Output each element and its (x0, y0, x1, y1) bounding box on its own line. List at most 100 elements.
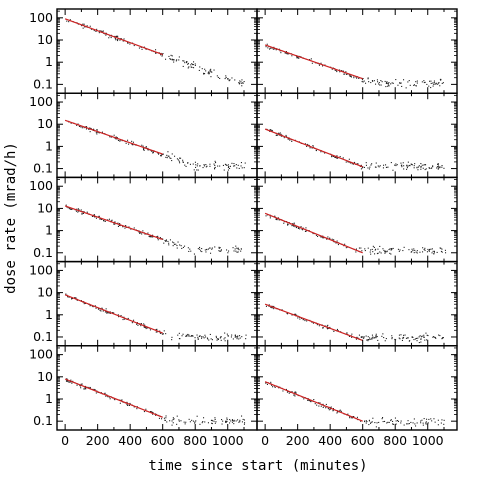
data-point (326, 325, 328, 327)
data-point (291, 225, 293, 227)
data-point (76, 384, 78, 386)
data-point (345, 161, 347, 163)
data-point (361, 81, 363, 83)
data-point (90, 28, 92, 30)
data-point (77, 211, 79, 213)
data-point (280, 133, 282, 135)
data-point (372, 336, 374, 338)
data-point (285, 51, 287, 53)
x-tick-label: 200 (86, 433, 110, 448)
data-point (432, 85, 434, 87)
data-point (377, 252, 379, 254)
data-point (182, 161, 184, 163)
data-point (80, 126, 82, 128)
data-point (79, 385, 81, 387)
data-point (115, 136, 117, 138)
data-point (97, 131, 99, 133)
data-point (145, 328, 147, 330)
data-point (304, 143, 306, 145)
data-point (101, 30, 103, 32)
data-point (119, 140, 121, 142)
data-point (182, 159, 184, 161)
data-point (320, 62, 322, 64)
data-point (232, 338, 234, 340)
x-axis-label: time since start (minutes) (148, 458, 367, 474)
data-point (391, 248, 393, 250)
data-point (388, 249, 390, 251)
data-point (187, 62, 189, 64)
data-point (194, 422, 196, 424)
data-point (243, 423, 245, 425)
data-point (362, 78, 364, 80)
data-point (183, 421, 185, 423)
data-point (336, 155, 338, 157)
data-point (210, 70, 212, 72)
data-point (215, 421, 217, 423)
data-point (226, 333, 228, 335)
data-point (199, 66, 201, 68)
data-point (286, 312, 288, 314)
data-point (428, 167, 430, 169)
x-tick-label: 400 (118, 433, 142, 448)
data-point (435, 82, 437, 84)
data-point (400, 420, 402, 422)
data-point (339, 409, 341, 411)
data-point (382, 421, 384, 423)
data-point (381, 418, 383, 420)
data-point (172, 241, 174, 243)
data-point (374, 337, 376, 339)
data-point (437, 83, 439, 85)
data-point (142, 145, 144, 147)
data-point (236, 251, 238, 253)
data-point (291, 55, 293, 57)
data-point (239, 421, 241, 423)
data-point (225, 420, 227, 422)
data-point (231, 77, 233, 79)
data-point (116, 39, 118, 41)
data-point (113, 223, 115, 225)
data-point (386, 166, 388, 168)
data-point (234, 79, 236, 81)
data-point (350, 75, 352, 77)
data-point (147, 232, 149, 234)
data-point (178, 332, 180, 334)
data-point (201, 336, 203, 338)
data-point (232, 420, 234, 422)
data-point (280, 135, 282, 137)
fit-line (64, 378, 163, 418)
data-point (295, 391, 297, 393)
data-point (197, 163, 199, 165)
data-point (277, 132, 279, 134)
data-point (225, 421, 227, 423)
data-point (439, 85, 441, 87)
data-point (370, 82, 372, 84)
data-point (191, 335, 193, 337)
data-point (171, 153, 173, 155)
data-point (360, 420, 362, 422)
panel-frame (256, 260, 458, 347)
data-point (83, 303, 85, 305)
data-point (111, 219, 113, 221)
data-point (126, 401, 128, 403)
data-point (414, 423, 416, 425)
data-point (366, 339, 368, 341)
data-point (275, 134, 277, 136)
data-point (96, 133, 98, 135)
data-point (114, 399, 116, 401)
data-point (374, 253, 376, 255)
data-point (384, 340, 386, 342)
data-point (312, 145, 314, 147)
data-point (83, 23, 85, 25)
data-point (430, 82, 432, 84)
data-point (152, 152, 154, 154)
data-point (374, 166, 376, 168)
data-point (380, 252, 382, 254)
data-point (193, 253, 195, 255)
data-point (68, 208, 70, 210)
data-point (423, 80, 425, 82)
data-point (141, 48, 143, 50)
y-tick-label: 10 (37, 285, 53, 300)
data-point (345, 247, 347, 249)
fit-line (64, 294, 163, 334)
data-point (423, 418, 425, 420)
